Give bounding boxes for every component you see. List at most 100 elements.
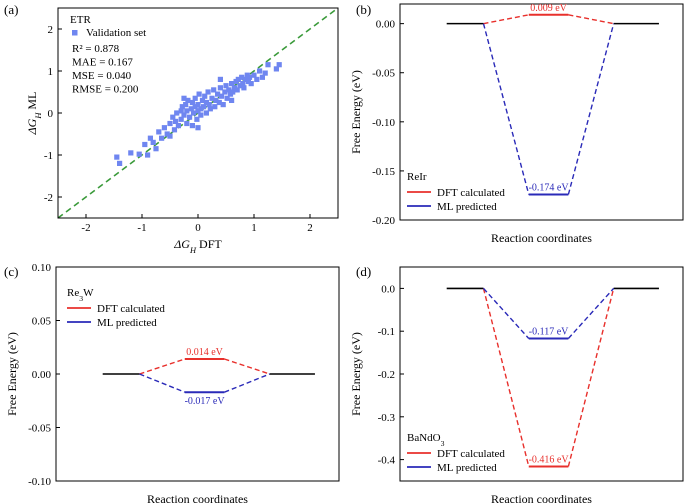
x-axis-label: Reaction coordinates	[147, 492, 248, 503]
data-point	[199, 97, 206, 103]
data-point	[248, 81, 254, 87]
energy-label: -0.117 eV	[529, 326, 569, 337]
material-name: ReIr	[407, 171, 427, 183]
x-tick-label: -1	[137, 222, 146, 234]
y-axis-label: Free Energy (eV)	[349, 332, 363, 416]
data-point	[171, 127, 178, 133]
data-point	[167, 133, 173, 139]
data-point	[117, 160, 123, 166]
y-tick-label: 0.10	[32, 262, 52, 274]
y-tick-label: -0.10	[28, 476, 51, 488]
panel-label: (a)	[4, 2, 18, 17]
data-point	[273, 66, 279, 72]
y-tick-label: -0.20	[372, 215, 395, 227]
data-point	[205, 89, 211, 95]
legend-marker	[72, 30, 78, 36]
x-tick-label: -2	[81, 222, 90, 234]
data-point	[198, 112, 204, 118]
data-point	[230, 89, 236, 95]
series-path	[139, 358, 185, 375]
data-point	[179, 104, 185, 110]
data-point	[195, 125, 201, 131]
series-path	[567, 23, 615, 195]
data-point	[265, 62, 271, 68]
series-path	[567, 288, 615, 467]
y-tick-label: -0.3	[378, 412, 396, 424]
material-name: BaNdO3	[407, 432, 445, 448]
series-path	[224, 358, 270, 375]
x-axis-label: ΔGH DFT	[173, 237, 222, 255]
data-point	[114, 154, 120, 160]
metric-0: R² = 0.878	[72, 43, 120, 55]
data-point	[195, 108, 201, 114]
y-tick-label: -0.05	[28, 423, 51, 435]
data-point	[243, 76, 249, 82]
data-point	[226, 87, 232, 93]
data-point	[202, 93, 208, 99]
data-point	[184, 108, 190, 114]
legend-label: DFT calculated	[437, 187, 505, 199]
data-point	[215, 91, 221, 97]
data-point	[181, 95, 187, 101]
data-point	[192, 104, 198, 110]
panel-b: (b) 0.00 -0.05 -0.10 -0.15 -0.20 0.009 eV -0.17…	[349, 2, 684, 245]
energy-label: 0.009 eV	[530, 3, 567, 14]
y-tick-label: -0.05	[372, 68, 395, 80]
data-point	[195, 102, 201, 108]
energy-label: -0.174 eV	[529, 182, 570, 193]
data-point	[203, 99, 209, 106]
data-point	[257, 68, 263, 74]
metric-3: RMSE = 0.200	[72, 84, 139, 96]
legend-label: DFT calculated	[97, 303, 165, 315]
y-tick-label: 0.00	[32, 369, 52, 381]
data-point	[203, 110, 209, 116]
data-point	[188, 106, 194, 112]
energy-label: -0.017 eV	[185, 396, 226, 407]
x-axis-label: Reaction coordinates	[491, 231, 592, 245]
y-tick-label: -0.2	[378, 369, 395, 381]
data-point	[211, 87, 217, 93]
data-point	[190, 110, 197, 116]
data-point	[229, 81, 235, 87]
y-tick-label: -0.10	[372, 117, 395, 129]
x-tick-label: 0	[195, 222, 201, 234]
data-point	[196, 91, 202, 97]
y-tick-label: 2	[48, 24, 54, 36]
data-point	[216, 99, 222, 106]
data-point	[173, 118, 179, 124]
y-tick-label: 0.0	[381, 283, 395, 295]
data-point	[222, 89, 228, 95]
data-point	[181, 112, 187, 118]
x-axis-label: Reaction coordinates	[491, 492, 592, 503]
data-point	[241, 85, 247, 91]
data-point	[185, 97, 191, 103]
data-point	[189, 99, 195, 106]
legend-label: ML predicted	[437, 201, 497, 213]
data-point	[276, 62, 282, 68]
data-point	[183, 102, 189, 108]
data-point	[187, 114, 193, 120]
panel-label: (d)	[356, 264, 371, 279]
data-point	[145, 152, 151, 158]
data-point	[259, 74, 265, 80]
panel-a: (a) -2 -1 0 1 2 -2 -1 0 1 2 ΔGH DFT ΔGH ML ETRValidat…	[4, 2, 339, 255]
y-tick-label: -2	[44, 192, 53, 204]
data-point	[150, 139, 156, 145]
x-tick-label: 2	[307, 222, 313, 234]
data-point	[237, 83, 243, 89]
legend-label: ML predicted	[97, 317, 157, 329]
data-point	[254, 76, 260, 82]
data-point	[147, 135, 153, 141]
data-point	[262, 70, 268, 76]
data-point	[206, 102, 212, 108]
y-tick-label: 0.05	[32, 316, 52, 328]
legend-label: Validation set	[86, 27, 146, 39]
panel-label: (b)	[356, 2, 371, 17]
data-point	[159, 135, 165, 141]
data-point	[201, 104, 207, 110]
plot-frame	[399, 3, 684, 221]
legend-label: DFT calculated	[437, 448, 505, 460]
series-path	[567, 287, 615, 339]
data-point	[224, 95, 230, 101]
y-tick-label: -0.15	[372, 166, 395, 178]
